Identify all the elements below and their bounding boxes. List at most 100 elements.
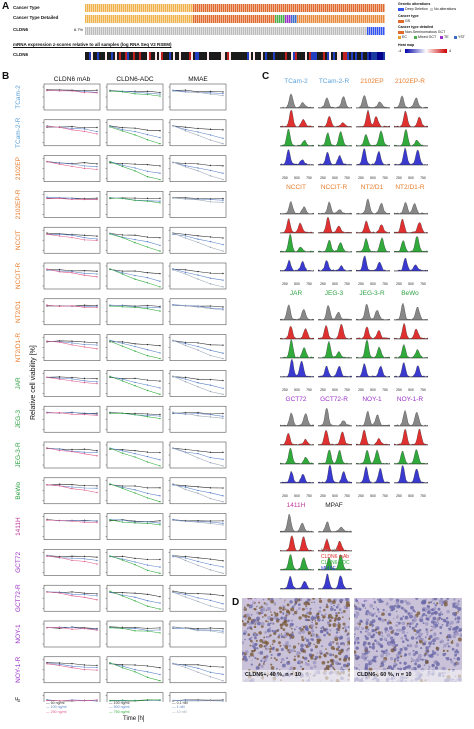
axis-tick-label: 500 <box>370 494 376 498</box>
series-line <box>109 125 161 131</box>
ihc-nucleus <box>316 652 318 654</box>
ihc-nucleus <box>458 629 462 632</box>
data-point <box>222 487 224 489</box>
cancer-type-cell <box>323 4 325 12</box>
ihc-nucleus <box>258 643 263 648</box>
heatmap-cell <box>151 52 153 60</box>
cldn6-alteration-cell <box>101 27 103 35</box>
viability-plot-frame <box>106 692 164 702</box>
cldn6-alteration-cell <box>261 27 263 35</box>
series-line <box>172 340 224 354</box>
ihc-nucleus <box>336 642 339 646</box>
ihc-nucleus <box>424 598 427 601</box>
ihc-caption-band <box>242 670 350 682</box>
ihc-nucleus <box>404 609 408 613</box>
ihc-texture-positive <box>242 598 350 682</box>
ihc-nucleus <box>411 619 414 622</box>
series-line <box>172 162 224 174</box>
ihc-nucleus <box>450 660 454 664</box>
row-label-gct72: GCT72 <box>15 552 22 573</box>
cldn6-alteration-cell <box>117 27 119 35</box>
ihc-nucleus <box>246 620 250 623</box>
ihc-nucleus <box>301 635 304 639</box>
ihc-nucleus <box>354 637 359 642</box>
cancer-type-cell <box>111 4 113 12</box>
cancer-detailed-cell <box>105 15 107 23</box>
cancer-type-cell <box>85 4 87 12</box>
histogram-area <box>394 236 428 253</box>
ihc-nucleus <box>416 611 421 615</box>
series-line <box>172 484 224 497</box>
ihc-nucleus <box>301 614 305 617</box>
ihc-nucleus <box>260 605 263 608</box>
ihc-nucleus <box>365 629 369 633</box>
ihc-nucleus <box>450 620 454 625</box>
ihc-nucleus <box>246 603 250 607</box>
ihc-nucleus <box>338 662 342 666</box>
panel-b-legend-item: — 500 ng/ml <box>109 705 130 710</box>
heatmap-cell <box>143 52 145 60</box>
histogram-area <box>280 433 314 446</box>
histogram-area <box>280 149 314 166</box>
cldn6-alteration-cell <box>363 27 365 35</box>
ihc-nucleus <box>294 598 299 602</box>
ihc-nucleus <box>356 612 360 616</box>
cancer-detailed-cell <box>181 15 183 23</box>
ihc-nucleus <box>365 636 369 641</box>
cldn6-alteration-cell <box>287 27 289 35</box>
histogram-area <box>356 237 390 253</box>
heatmap-cell <box>87 52 89 60</box>
row-label-gct72-r: GCT72-R <box>15 584 22 612</box>
ihc-nucleus <box>366 655 369 658</box>
cldn6-alteration-cell <box>121 27 123 35</box>
cancer-detailed-cell <box>343 15 345 23</box>
heatmap-cell <box>195 52 197 60</box>
viability-plot-frame <box>169 226 227 254</box>
viability-plot-frame <box>43 513 101 540</box>
panel-d-letter: D <box>232 597 240 608</box>
cldn6-alteration-cell <box>317 27 319 35</box>
ihc-nucleus <box>413 629 417 632</box>
cldn6-alteration-cell <box>281 27 283 35</box>
ihc-nucleus <box>323 633 326 637</box>
cldn6-alteration-cell <box>145 27 147 35</box>
cell-line-label: NT2/D1-R <box>395 184 425 191</box>
heatmap-cell <box>293 52 295 60</box>
ihc-nucleus <box>384 627 389 631</box>
series-line <box>172 304 224 310</box>
cldn6-alteration-cell <box>337 27 339 35</box>
ihc-nucleus <box>283 644 285 646</box>
ihc-nucleus <box>355 610 358 613</box>
cldn6-alteration-cell <box>135 27 137 35</box>
cancer-type-cell <box>243 4 245 12</box>
ihc-nucleus <box>404 599 407 603</box>
cancer-detailed-cell <box>327 15 329 23</box>
cldn6-alteration-cell <box>111 27 113 35</box>
axis-tick-label: 500 <box>294 388 300 392</box>
data-point <box>222 237 224 239</box>
heatmap-cell <box>339 52 341 60</box>
ihc-nucleus <box>417 664 422 668</box>
viability-plot-frame <box>169 262 227 290</box>
cancer-detailed-cell <box>355 15 357 23</box>
histogram-area <box>356 326 390 340</box>
ihc-nucleus <box>421 658 424 661</box>
ihc-nucleus <box>262 657 264 660</box>
panel-b-letter: B <box>2 71 10 82</box>
ihc-nucleus <box>276 667 278 670</box>
cancer-detailed-cell <box>229 15 231 23</box>
ihc-nucleus <box>410 612 413 615</box>
cancer-detailed-cell <box>257 15 259 23</box>
track-cancer-type <box>85 4 385 12</box>
axis-tick-label: 250 <box>396 388 402 392</box>
heatmap-cell <box>331 52 333 60</box>
data-point <box>96 276 98 278</box>
heatmap-cell <box>193 52 195 60</box>
series-line <box>109 483 161 497</box>
ihc-nucleus <box>252 603 254 606</box>
series-line <box>109 161 161 174</box>
cldn6-alteration-cell <box>319 27 321 35</box>
ihc-nucleus <box>385 649 388 652</box>
